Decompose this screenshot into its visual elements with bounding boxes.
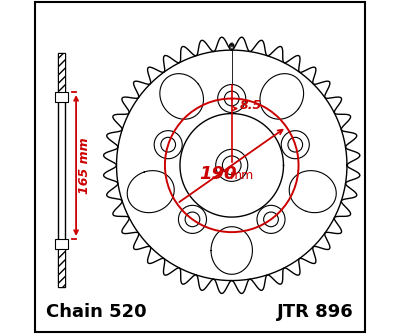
Text: Chain 520: Chain 520 — [46, 303, 147, 321]
Bar — [55, 92, 68, 102]
Text: 165 mm: 165 mm — [78, 137, 91, 194]
Text: mm: mm — [230, 169, 254, 182]
Bar — [58, 53, 65, 92]
Bar — [55, 239, 68, 249]
Bar — [58, 249, 65, 287]
Text: 190: 190 — [200, 165, 237, 183]
Bar — [58, 53, 65, 287]
Text: JTR 896: JTR 896 — [277, 303, 354, 321]
Text: 8.5: 8.5 — [239, 100, 262, 112]
